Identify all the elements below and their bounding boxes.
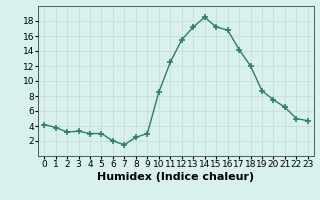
X-axis label: Humidex (Indice chaleur): Humidex (Indice chaleur) bbox=[97, 172, 255, 182]
